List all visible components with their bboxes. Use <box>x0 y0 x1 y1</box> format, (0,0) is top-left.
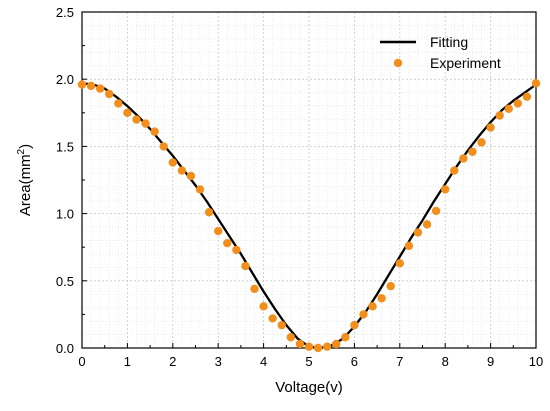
axis-ticks: 0 1 2 3 4 5 6 7 8 9 10 0.0 0.5 1.0 1.5 2.0 2.5 <box>56 5 543 369</box>
x-tick-label: 3 <box>215 354 222 369</box>
y-tick-label: 2.5 <box>56 5 74 20</box>
data-point-experiment <box>477 138 486 147</box>
x-tick-label: 6 <box>351 354 358 369</box>
y-axis-label: Area(mm2) <box>16 144 34 216</box>
data-point-experiment <box>295 339 305 349</box>
data-point-experiment <box>259 302 268 311</box>
legend: Fitting Experiment <box>380 34 501 71</box>
data-point-experiment <box>241 261 250 271</box>
data-point-experiment <box>123 108 132 118</box>
data-point-experiment <box>368 302 377 311</box>
y-axis-label-close: ) <box>17 144 34 149</box>
data-point-experiment <box>304 342 314 351</box>
data-point-experiment <box>159 142 168 151</box>
data-point-experiment <box>214 226 223 236</box>
y-tick-label: 2.0 <box>56 72 74 87</box>
data-point-experiment <box>322 342 332 351</box>
data-point-experiment <box>223 238 232 248</box>
data-point-experiment <box>359 310 368 319</box>
data-point-experiment <box>77 80 87 89</box>
data-point-experiment <box>504 104 513 113</box>
data-point-experiment <box>168 158 177 167</box>
data-point-experiment <box>377 294 386 303</box>
data-point-experiment <box>350 320 359 330</box>
data-point-experiment <box>132 115 141 124</box>
data-point-experiment <box>513 99 523 108</box>
data-point-experiment <box>341 333 350 342</box>
data-point-experiment <box>177 166 187 175</box>
data-point-experiment <box>486 123 495 132</box>
x-tick-label: 10 <box>529 354 543 369</box>
x-tick-label: 7 <box>396 354 403 369</box>
data-point-experiment <box>313 343 323 353</box>
legend-dot-swatch <box>393 58 403 68</box>
x-tick-label: 0 <box>78 354 85 369</box>
x-tick-label: 1 <box>124 354 131 369</box>
data-point-experiment <box>186 171 196 181</box>
y-tick-label: 1.5 <box>56 139 74 154</box>
data-point-experiment <box>413 228 423 237</box>
x-axis-label: Voltage(v) <box>275 379 343 396</box>
legend-label-fitting: Fitting <box>430 34 468 50</box>
data-point-experiment <box>141 119 150 128</box>
y-tick-label: 1.0 <box>56 207 74 222</box>
data-point-experiment <box>268 314 277 323</box>
data-point-experiment <box>286 333 296 342</box>
data-point-experiment <box>450 166 459 175</box>
data-point-experiment <box>531 79 541 88</box>
x-tick-label: 9 <box>487 354 494 369</box>
data-point-experiment <box>441 185 450 194</box>
data-point-experiment <box>459 154 468 163</box>
data-point-experiment <box>277 320 286 330</box>
data-point-experiment <box>522 92 532 101</box>
data-point-experiment <box>422 220 432 229</box>
data-point-experiment <box>95 84 105 93</box>
x-tick-label: 5 <box>305 354 312 369</box>
data-point-experiment <box>386 281 395 291</box>
data-point-experiment <box>86 81 96 91</box>
data-point-experiment <box>404 241 414 251</box>
data-point-experiment <box>395 259 404 268</box>
grid <box>82 12 536 348</box>
data-point-experiment <box>150 127 159 136</box>
legend-label-experiment: Experiment <box>430 55 501 71</box>
data-point-experiment <box>105 89 114 99</box>
y-tick-label: 0.0 <box>56 341 74 356</box>
data-point-experiment <box>250 284 259 294</box>
data-point-experiment <box>468 147 477 156</box>
data-point-experiment <box>332 339 341 349</box>
x-tick-label: 4 <box>260 354 267 369</box>
data-point-experiment <box>204 208 214 217</box>
data-point-experiment <box>495 111 504 120</box>
y-axis-label-sup: 2 <box>16 148 27 154</box>
data-point-experiment <box>232 245 241 255</box>
data-point-experiment <box>431 206 441 216</box>
data-point-experiment <box>195 185 205 194</box>
x-tick-label: 2 <box>169 354 176 369</box>
y-tick-label: 0.5 <box>56 274 74 289</box>
y-axis-label-main: Area(mm <box>17 154 34 216</box>
x-tick-label: 8 <box>442 354 449 369</box>
series-layer <box>77 79 541 353</box>
data-point-experiment <box>114 99 123 108</box>
